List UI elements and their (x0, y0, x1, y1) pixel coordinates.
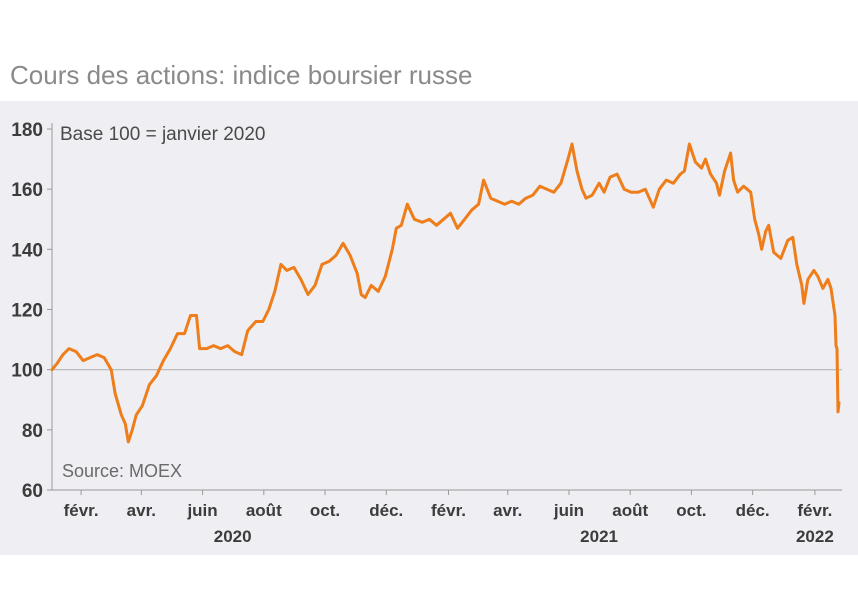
x-tick-label: juin (186, 501, 217, 520)
x-tick-label: déc. (736, 501, 770, 520)
chart-title: Cours des actions: indice boursier russe (10, 60, 473, 90)
x-tick-label: août (612, 501, 648, 520)
y-tick-label: 120 (11, 301, 43, 322)
x-axis: févr. avr. juin août oct. déc. févr. avr. juin ao… (52, 489, 842, 546)
year-label: 2022 (796, 527, 834, 546)
y-tick-label: 160 (11, 180, 43, 201)
x-tick-label: oct. (676, 501, 706, 520)
x-tick-label: févr. (431, 501, 466, 520)
y-tick-label: 100 (11, 361, 43, 382)
x-tick-label: févr. (64, 501, 99, 520)
x-tick-label: févr. (797, 501, 832, 520)
base-annotation: Base 100 = janvier 2020 (60, 124, 265, 145)
x-tick-label: août (246, 501, 282, 520)
y-axis: 60 80 100 120 140 160 180 (11, 120, 53, 502)
x-tick-label: déc. (369, 501, 403, 520)
source-note: Source: MOEX (62, 461, 182, 481)
year-label: 2021 (580, 527, 618, 546)
x-tick-label: oct. (310, 501, 340, 520)
x-tick-label: avr. (493, 501, 522, 520)
series-line (50, 142, 841, 444)
y-tick-label: 60 (22, 481, 43, 502)
x-tick-label: avr. (127, 501, 156, 520)
year-label: 2020 (214, 527, 252, 546)
y-tick-label: 140 (11, 240, 43, 261)
x-tick-label: juin (553, 501, 584, 520)
plot-panel (0, 101, 858, 555)
y-tick-label: 80 (22, 421, 43, 442)
y-tick-label: 180 (11, 120, 43, 141)
